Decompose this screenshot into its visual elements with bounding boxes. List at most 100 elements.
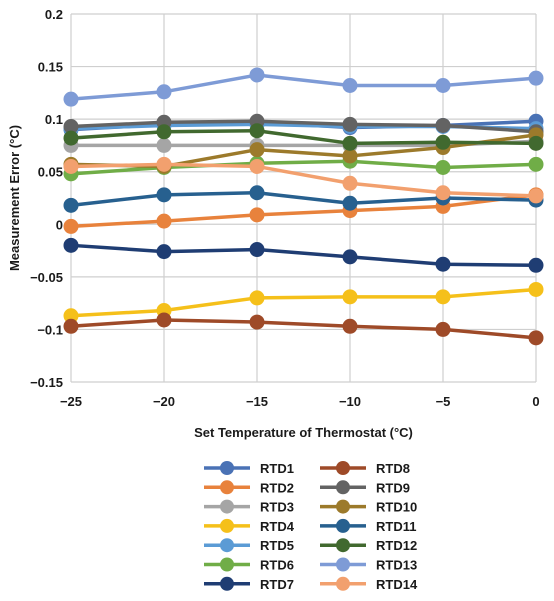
legend-swatch-marker	[220, 518, 234, 533]
series-rtd11	[63, 185, 544, 213]
series-line	[70, 73, 537, 101]
legend-item-rtd11: RTD11	[320, 518, 416, 534]
data-point	[249, 142, 265, 158]
y-tick-label: 0	[56, 217, 63, 232]
series-line	[70, 190, 537, 208]
data-point	[63, 318, 79, 334]
data-point	[342, 289, 358, 305]
legend-item-rtd1: RTD1	[204, 461, 294, 476]
data-point	[249, 242, 265, 258]
legend-swatch-marker	[220, 576, 234, 591]
y-axis-title: Measurement Error (°C)	[7, 125, 22, 271]
legend-item-rtd12: RTD12	[320, 538, 417, 553]
data-point	[342, 116, 358, 132]
legend-item-rtd6: RTD6	[204, 557, 294, 573]
data-point	[156, 213, 172, 229]
x-tick-label: −15	[246, 394, 268, 409]
series-line	[70, 162, 537, 198]
data-point	[63, 158, 79, 174]
data-point	[63, 218, 79, 234]
legend-swatch-marker	[220, 538, 234, 553]
legend-swatch-marker	[336, 480, 350, 495]
y-tick-label: −0.15	[30, 375, 63, 390]
legend-label: RTD3	[260, 500, 294, 515]
series-rtd4	[63, 281, 544, 324]
data-point	[435, 289, 451, 305]
data-point	[342, 318, 358, 334]
legend-item-rtd8: RTD8	[320, 461, 410, 476]
data-point	[528, 188, 544, 204]
legend-label: RTD14	[376, 577, 418, 592]
series-rtd7	[63, 237, 544, 273]
legend-swatch-marker	[336, 499, 350, 514]
data-point	[435, 160, 451, 176]
legend-item-rtd13: RTD13	[320, 557, 417, 573]
legend-swatch-marker	[336, 538, 350, 553]
data-point	[528, 70, 544, 86]
y-tick-label: 0.15	[38, 60, 63, 75]
data-point	[156, 312, 172, 328]
legend-label: RTD2	[260, 480, 294, 495]
series-rtd8	[63, 312, 544, 346]
series-line	[70, 287, 537, 318]
data-point	[249, 185, 265, 201]
legend: RTD1 RTD2 RTD3 RTD4 RTD5 RTD6 RTD7 RTD8 RTD9 RTD1…	[204, 461, 418, 592]
data-point	[249, 158, 265, 174]
legend-label: RTD12	[376, 538, 417, 553]
series-line	[70, 128, 537, 146]
series-rtd12	[63, 123, 544, 151]
legend-label: RTD9	[376, 480, 410, 495]
legend-label: RTD8	[376, 461, 410, 476]
data-point	[528, 281, 544, 297]
y-tick-label: −0.05	[30, 270, 63, 285]
series-rtd14	[63, 156, 544, 204]
legend-item-rtd3: RTD3	[204, 499, 294, 515]
data-point	[435, 134, 451, 150]
series-line	[70, 318, 537, 340]
legend-swatch-marker	[220, 499, 234, 514]
legend-swatch-marker	[336, 518, 350, 533]
legend-item-rtd2: RTD2	[204, 480, 294, 495]
x-tick-label: −5	[436, 394, 451, 409]
data-point	[63, 130, 79, 146]
legend-label: RTD4	[260, 519, 295, 534]
data-point	[342, 175, 358, 191]
legend-label: RTD10	[376, 500, 417, 515]
legend-swatch-marker	[336, 557, 350, 572]
x-axis-title: Set Temperature of Thermostat (°C)	[194, 425, 413, 440]
x-axis-ticks: −25 −20 −15 −10 −5 0	[60, 394, 540, 409]
series-rtd13	[63, 67, 544, 107]
legend-item-rtd5: RTD5	[204, 538, 294, 553]
data-point	[63, 91, 79, 107]
data-point	[156, 137, 172, 153]
data-point	[435, 185, 451, 201]
data-point	[63, 119, 79, 135]
series-line	[70, 193, 537, 229]
data-point	[528, 257, 544, 273]
legend-label: RTD7	[260, 577, 294, 592]
data-point	[63, 197, 79, 213]
y-tick-label: 0.2	[45, 7, 63, 22]
series-line	[70, 159, 537, 176]
legend-swatch-marker	[336, 576, 350, 591]
data-point	[528, 135, 544, 151]
data-point	[528, 156, 544, 172]
legend-label: RTD13	[376, 558, 417, 573]
data-point	[342, 249, 358, 265]
x-tick-label: −25	[60, 394, 82, 409]
legend-item-rtd14: RTD14	[320, 576, 418, 592]
y-tick-label: 0.05	[38, 165, 63, 180]
data-point	[342, 148, 358, 164]
legend-item-rtd10: RTD10	[320, 499, 417, 515]
legend-label: RTD6	[260, 558, 294, 573]
legend-label: RTD1	[260, 461, 294, 476]
legend-swatch-marker	[220, 480, 234, 495]
data-point	[342, 77, 358, 93]
legend-item-rtd4: RTD4	[204, 518, 295, 534]
legend-label: RTD5	[260, 538, 294, 553]
series-line	[70, 243, 537, 268]
data-point	[63, 308, 79, 324]
y-tick-label: −0.1	[37, 322, 63, 337]
x-tick-label: −20	[153, 394, 175, 409]
